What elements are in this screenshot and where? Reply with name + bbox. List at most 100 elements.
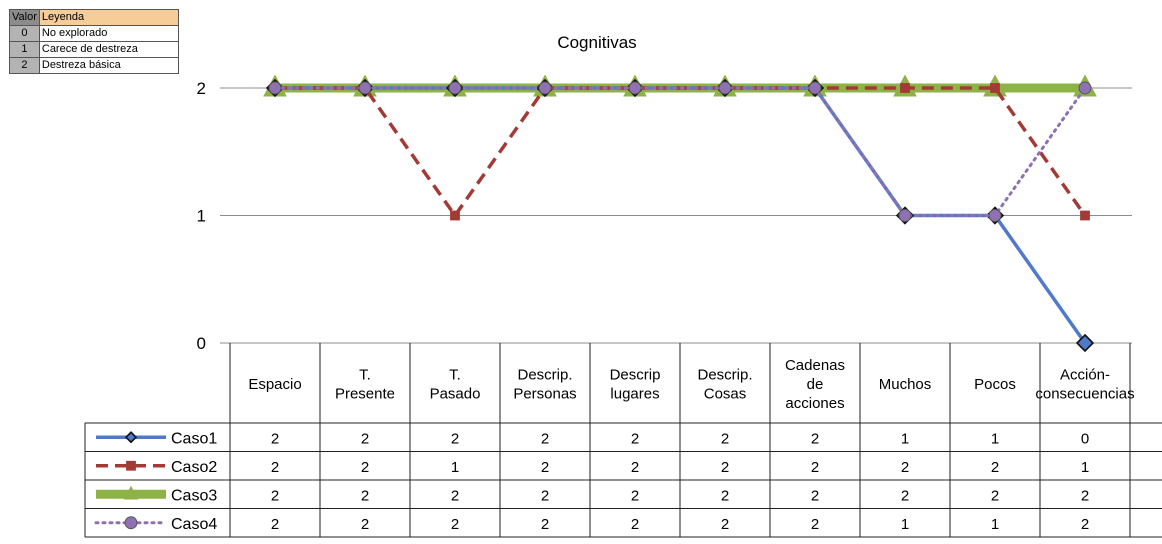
series-group-caso4 bbox=[268, 81, 1092, 222]
category-label-line: Descrip. bbox=[697, 367, 752, 384]
table-cell-value: 2 bbox=[721, 430, 729, 447]
legend-value: 0 bbox=[9, 25, 40, 42]
series-marker bbox=[808, 81, 822, 95]
table-cell-value: 2 bbox=[1081, 516, 1089, 533]
category-label-line: Descrip bbox=[610, 367, 661, 384]
table-cell-value: 2 bbox=[451, 516, 459, 533]
y-tick-label: 2 bbox=[197, 79, 206, 98]
series-marker bbox=[123, 485, 139, 500]
legend-row: 2 Destreza básica bbox=[9, 57, 179, 74]
value-legend-table: Valor Leyenda 0 No explorado 1 Carece de… bbox=[9, 9, 179, 74]
table-cell-value: 2 bbox=[271, 430, 279, 447]
table-cell-value: 2 bbox=[271, 516, 279, 533]
category-label-line: Pasado bbox=[430, 386, 481, 403]
legend-key-caso1 bbox=[96, 431, 166, 444]
category-label-line: Personas bbox=[513, 386, 576, 403]
series-marker bbox=[718, 81, 732, 95]
category-label: T. Presente bbox=[335, 367, 395, 403]
table-cell-value: 1 bbox=[991, 516, 999, 533]
series-marker bbox=[628, 81, 642, 95]
category-label: Descrip. Personas bbox=[513, 367, 576, 403]
legend-value: 2 bbox=[9, 57, 40, 74]
category-label-line: T. bbox=[359, 367, 371, 384]
category-label: Acción-consecuencias bbox=[1035, 367, 1134, 403]
category-label-line: Cosas bbox=[704, 386, 747, 403]
table-cell-value: 2 bbox=[991, 459, 999, 476]
category-label: Muchos bbox=[879, 376, 932, 393]
legend-header-label: Leyenda bbox=[38, 9, 179, 26]
table-cell-value: 2 bbox=[361, 459, 369, 476]
series-marker bbox=[450, 210, 460, 221]
table-cell-value: 2 bbox=[631, 459, 639, 476]
table-cell-value: 2 bbox=[541, 487, 549, 504]
table-cell-value: 2 bbox=[541, 459, 549, 476]
series-marker bbox=[538, 81, 552, 95]
series-marker bbox=[124, 516, 138, 530]
category-label: Cadenas de acciones bbox=[785, 357, 845, 412]
table-cell-value: 2 bbox=[361, 516, 369, 533]
table-cell-value: 2 bbox=[811, 459, 819, 476]
legend-label: Destreza básica bbox=[38, 57, 179, 74]
table-cell-value: 1 bbox=[451, 459, 459, 476]
category-label: Descrip lugares bbox=[610, 367, 661, 403]
table-cell-value: 2 bbox=[721, 487, 729, 504]
table-cell-value: 2 bbox=[721, 516, 729, 533]
category-label-line: Cadenas bbox=[785, 357, 845, 374]
series-marker bbox=[988, 209, 1002, 222]
y-tick-label: 0 bbox=[197, 334, 206, 353]
table-cell-value: 2 bbox=[811, 487, 819, 504]
table-cell-value: 0 bbox=[1081, 430, 1089, 447]
category-label-line: acciones bbox=[785, 395, 844, 412]
table-cell-value: 1 bbox=[901, 430, 909, 447]
series-marker bbox=[898, 209, 912, 222]
category-label: Pocos bbox=[974, 376, 1016, 393]
legend-key-caso2 bbox=[96, 460, 166, 471]
table-cell-value: 2 bbox=[361, 487, 369, 504]
category-label: T. Pasado bbox=[430, 367, 481, 403]
table-cell-value: 2 bbox=[811, 516, 819, 533]
category-label-line: Presente bbox=[335, 386, 395, 403]
table-cell-value: 2 bbox=[631, 430, 639, 447]
category-label-line: Muchos bbox=[879, 376, 932, 393]
category-label-line: lugares bbox=[610, 386, 659, 403]
table-cell-value: 2 bbox=[901, 459, 909, 476]
table-cell-value: 1 bbox=[1081, 459, 1089, 476]
series-marker bbox=[1080, 210, 1090, 221]
legend-row: 1 Carece de destreza bbox=[9, 41, 179, 58]
table-cell-value: 2 bbox=[451, 430, 459, 447]
series-name: Caso4 bbox=[171, 516, 217, 533]
series-marker bbox=[1078, 81, 1092, 95]
legend-key-caso4 bbox=[94, 516, 168, 530]
series-marker bbox=[268, 81, 282, 95]
category-label-line: consecuencias bbox=[1035, 386, 1134, 403]
chart-title: Cognitivas bbox=[557, 33, 636, 52]
y-axis-ticks: 0 1 2 bbox=[197, 79, 206, 353]
legend-row: 0 No explorado bbox=[9, 25, 179, 42]
table-cell-value: 2 bbox=[271, 459, 279, 476]
category-label-line: de bbox=[807, 376, 824, 393]
legend-label: Carece de destreza bbox=[38, 41, 179, 58]
series-name: Caso2 bbox=[171, 459, 217, 476]
series-name: Caso1 bbox=[171, 430, 217, 447]
series-marker bbox=[358, 81, 372, 95]
y-tick-label: 1 bbox=[197, 207, 206, 226]
series-marker bbox=[1075, 333, 1095, 353]
category-label-line: T. bbox=[449, 367, 461, 384]
series-marker bbox=[124, 431, 138, 444]
table-cell-value: 2 bbox=[901, 487, 909, 504]
legend-header-row: Valor Leyenda bbox=[9, 9, 179, 26]
legend-key-caso3 bbox=[96, 485, 166, 500]
table-cell-value: 2 bbox=[1081, 487, 1089, 504]
table-cell-value: 2 bbox=[541, 430, 549, 447]
series-line bbox=[275, 86, 1087, 218]
table-cell-value: 2 bbox=[991, 487, 999, 504]
series-lines bbox=[263, 74, 1097, 353]
table-cell-value: 2 bbox=[361, 430, 369, 447]
table-cell-value: 1 bbox=[901, 516, 909, 533]
series-marker bbox=[900, 83, 910, 93]
data-table: Espacio T. Presente T. Pasado Descrip. Persona… bbox=[84, 343, 1162, 538]
table-cell-value: 2 bbox=[811, 430, 819, 447]
series-group-caso2 bbox=[270, 83, 1090, 221]
category-label-line: Pocos bbox=[974, 376, 1016, 393]
